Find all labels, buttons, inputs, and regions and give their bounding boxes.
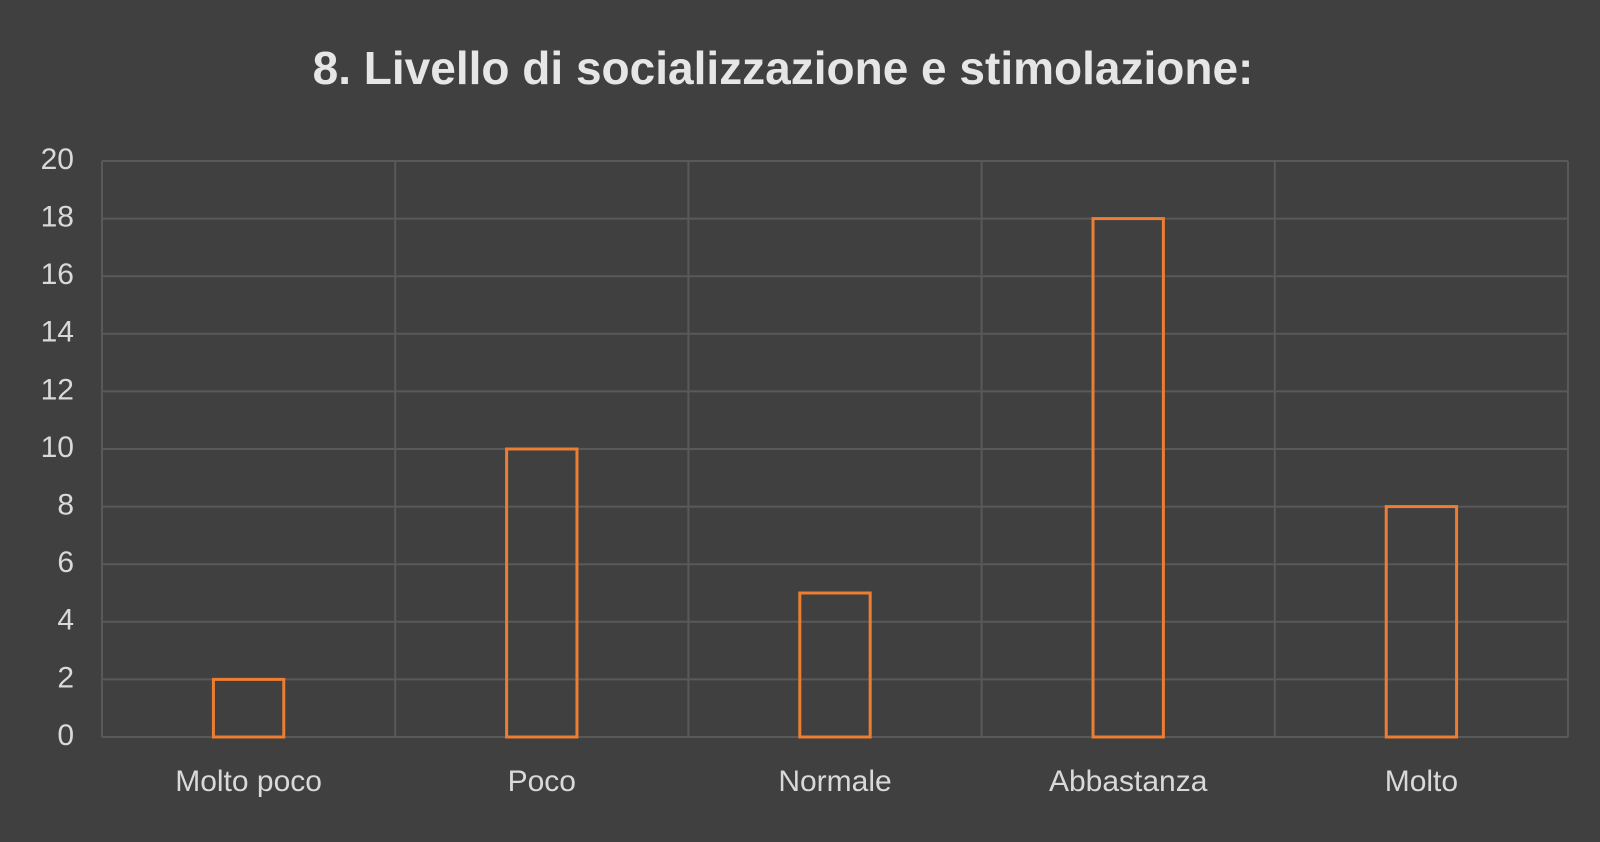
bar	[211, 677, 286, 739]
x-tick-label: Abbastanza	[1049, 765, 1208, 798]
y-tick-label: 6	[57, 546, 74, 579]
y-tick-label: 12	[41, 373, 74, 406]
bar	[798, 591, 872, 739]
x-tick-label: Molto poco	[175, 765, 322, 798]
y-tick-label: 4	[57, 604, 74, 637]
y-tick-label: 10	[41, 431, 74, 464]
y-tick-label: 14	[41, 316, 74, 349]
bar	[1384, 505, 1459, 739]
chart-title: 8. Livello di socializzazione e stimolaz…	[313, 42, 1254, 94]
bar	[1091, 217, 1165, 739]
x-tick-label: Poco	[508, 765, 576, 798]
x-tick-label: Normale	[778, 765, 891, 798]
y-tick-label: 18	[41, 201, 74, 234]
y-tick-label: 0	[57, 719, 74, 752]
y-tick-label: 20	[41, 143, 74, 176]
y-tick-label: 16	[41, 258, 74, 291]
x-tick-label: Molto	[1385, 765, 1458, 798]
bar	[505, 447, 579, 739]
y-tick-label: 8	[57, 489, 74, 522]
y-tick-label: 2	[57, 661, 74, 694]
